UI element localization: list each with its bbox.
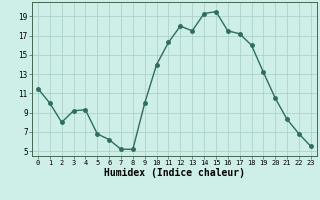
X-axis label: Humidex (Indice chaleur): Humidex (Indice chaleur) — [104, 168, 245, 178]
